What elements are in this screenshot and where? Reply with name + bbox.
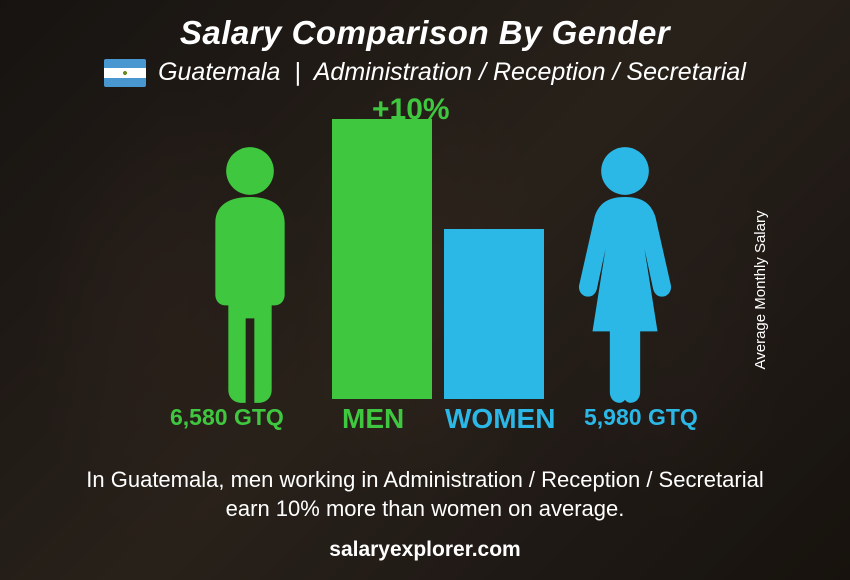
y-axis-label: Average Monthly Salary bbox=[752, 211, 769, 370]
bar-men bbox=[332, 119, 432, 399]
salary-women-value: 5,980 GTQ bbox=[584, 404, 698, 431]
category-name: Administration / Reception / Secretarial bbox=[314, 58, 746, 86]
woman-icon bbox=[570, 145, 680, 405]
subtitle-text: Guatemala | Administration / Reception /… bbox=[158, 58, 746, 87]
country-name: Guatemala bbox=[158, 58, 280, 86]
subtitle-row: Guatemala | Administration / Reception /… bbox=[104, 58, 746, 87]
separator: | bbox=[294, 58, 301, 86]
source-label: salaryexplorer.com bbox=[329, 538, 520, 562]
description-text: In Guatemala, men working in Administrat… bbox=[30, 465, 820, 524]
bar-women bbox=[444, 229, 544, 399]
guatemala-flag-icon bbox=[104, 59, 146, 87]
category-women-label: WOMEN bbox=[445, 403, 555, 435]
chart-area: +10% 6,580 GTQ MEN WOMEN 5,980 GTQ bbox=[30, 95, 820, 461]
man-icon bbox=[195, 145, 305, 405]
content-container: Salary Comparison By Gender Guatemala | … bbox=[0, 0, 850, 580]
category-men-label: MEN bbox=[342, 403, 404, 435]
salary-men-value: 6,580 GTQ bbox=[170, 404, 284, 431]
page-title: Salary Comparison By Gender bbox=[180, 14, 670, 52]
